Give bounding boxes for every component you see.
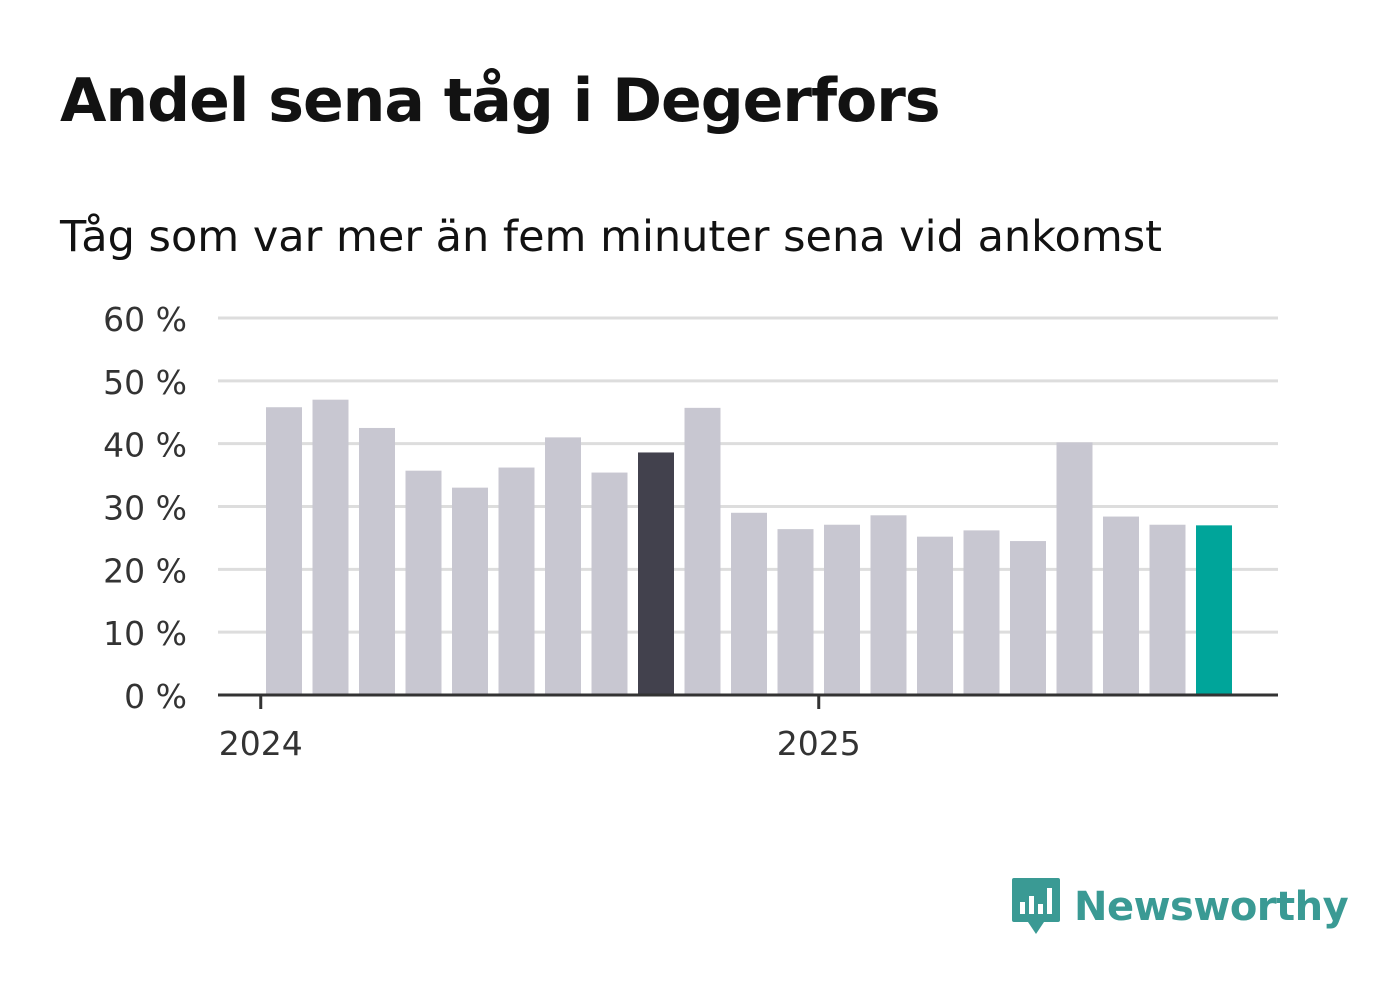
bar-2025-02	[870, 515, 907, 695]
bar-2025-06	[1056, 442, 1093, 695]
y-tick-label: 60 %	[103, 300, 187, 339]
bar-2025-08	[1149, 524, 1186, 695]
bar-2024-05	[452, 487, 488, 695]
y-tick-label: 10 %	[103, 614, 187, 653]
x-tick-label: 2024	[219, 724, 303, 763]
bar-2024-09	[638, 452, 674, 695]
chart-subtitle: Tåg som var mer än fem minuter sena vid …	[60, 212, 1163, 262]
bar-2024-03	[359, 427, 395, 695]
x-tick-label: 2025	[777, 724, 861, 763]
bar-2024-01	[266, 407, 302, 695]
bar-2024-12	[777, 529, 814, 695]
bar-2024-10	[684, 407, 721, 695]
y-tick-label: 50 %	[103, 363, 187, 402]
bar-2024-02	[312, 399, 349, 695]
newsworthy-chart-bubble-icon	[1012, 878, 1060, 934]
bar-2025-05	[1010, 541, 1046, 695]
y-tick-label: 30 %	[103, 489, 187, 528]
y-tick-label: 40 %	[103, 426, 187, 465]
y-tick-label: 20 %	[103, 551, 187, 590]
chart-title: Andel sena tåg i Degerfors	[60, 66, 941, 136]
bar-2024-06	[498, 467, 535, 695]
brand-name: Newsworthy	[1074, 884, 1349, 930]
newsworthy-logo: Newsworthy	[1010, 876, 1349, 938]
bar-2025-01	[824, 524, 860, 695]
bar-2025-09	[1196, 525, 1232, 695]
bar-2025-07	[1103, 516, 1139, 695]
y-tick-label: 0 %	[124, 677, 187, 716]
bar-2024-04	[405, 470, 442, 695]
bar-2025-04	[963, 530, 1000, 695]
bar-chart: 0 % 10 % 20 % 30 % 40 % 50 % 60 % 2024 2025	[103, 300, 1278, 763]
bar-2024-11	[731, 512, 767, 695]
bar-2025-03	[917, 536, 953, 695]
bar-2024-08	[591, 472, 628, 695]
bar-2024-07	[545, 437, 581, 695]
